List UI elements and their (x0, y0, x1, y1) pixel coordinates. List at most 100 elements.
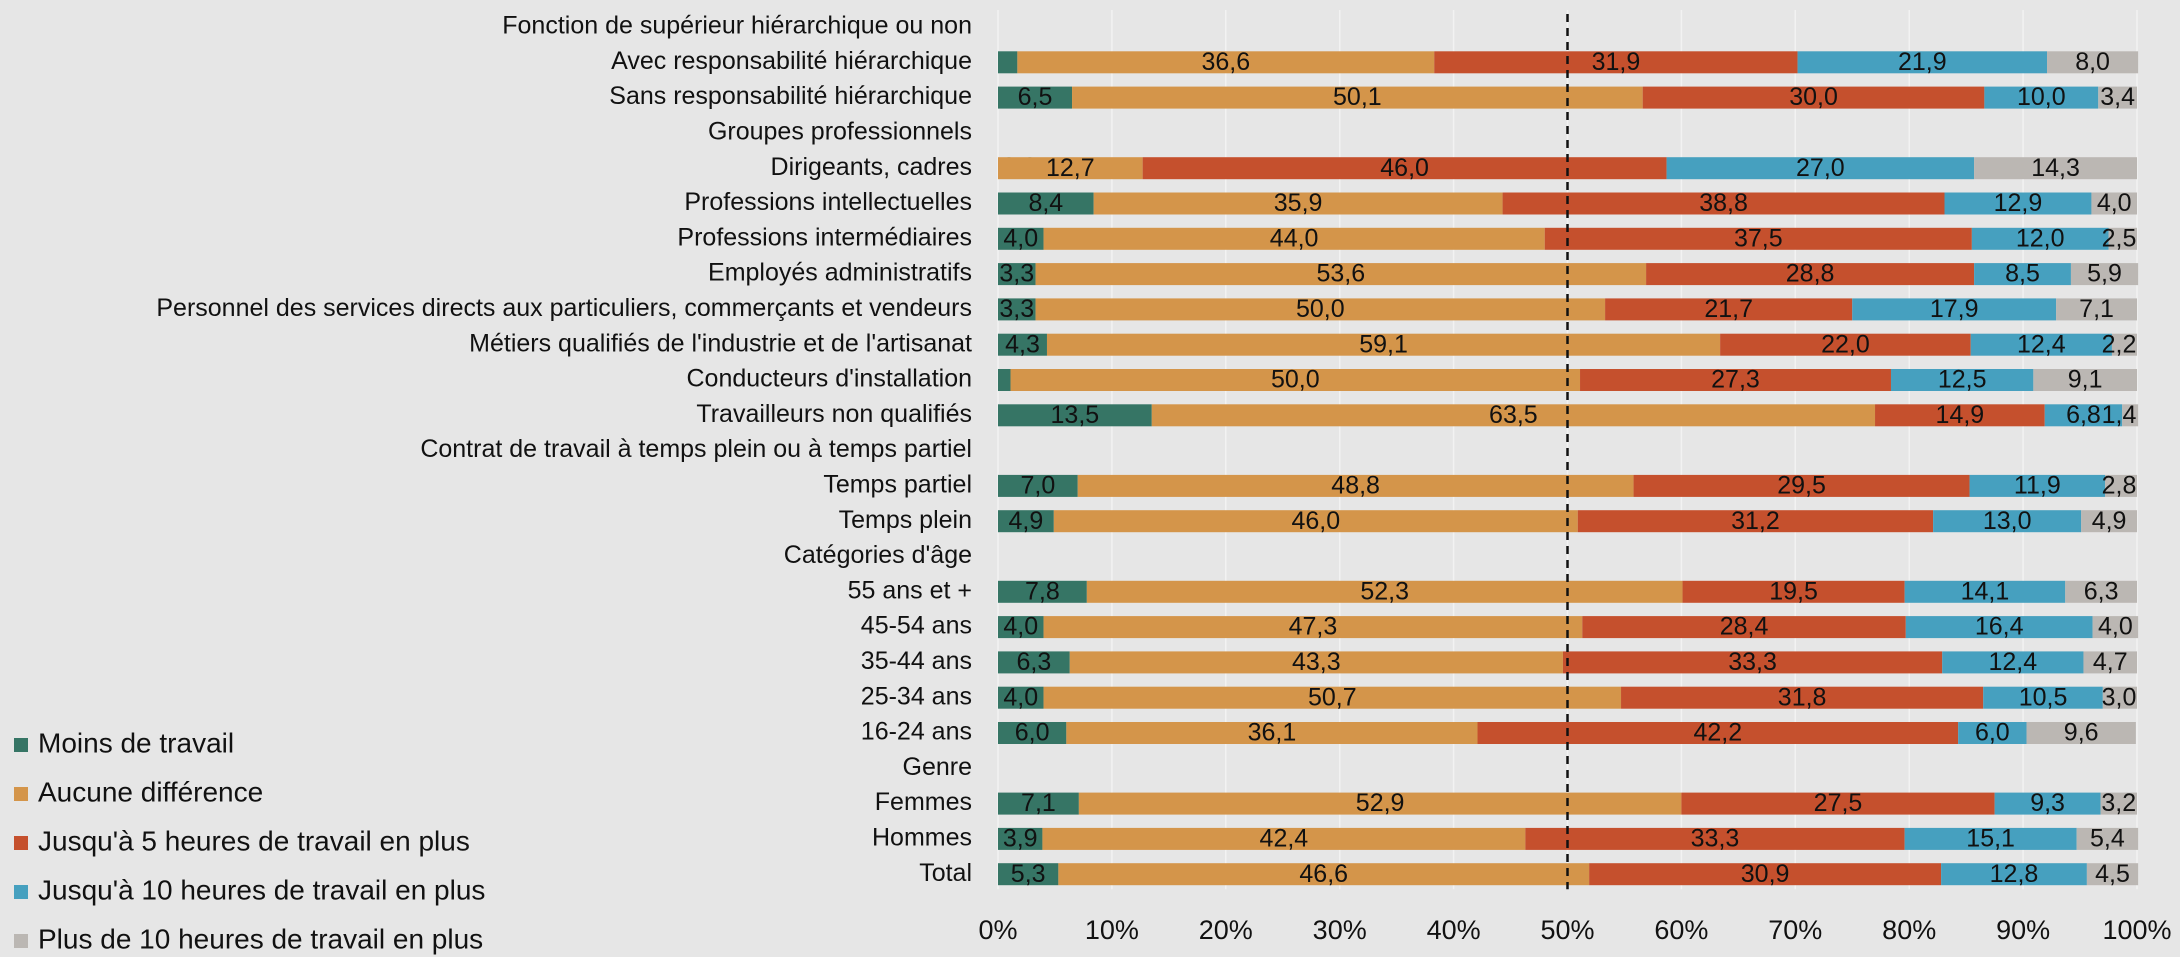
value-label: 31,9 (1592, 48, 1641, 76)
value-label: 5,9 (2087, 260, 2122, 288)
bar-segment (1477, 722, 1959, 744)
bar-segment (1434, 51, 1798, 74)
value-label: 50,7 (1308, 683, 1357, 711)
value-label: 4,9 (1009, 507, 1044, 535)
value-label: 48,8 (1331, 472, 1380, 500)
value-label: 59,1 (1359, 330, 1408, 358)
value-label: 27,3 (1711, 366, 1760, 394)
bar-segment (1577, 510, 1934, 533)
bar-segment (1077, 474, 1634, 497)
bar-segment (1066, 722, 1478, 744)
bar-segment (998, 404, 1152, 427)
value-label: 12,5 (1938, 366, 1987, 394)
bar-segment (998, 651, 1070, 674)
category-label: Travailleurs non qualifiés (696, 400, 972, 428)
legend-label: Jusqu'à 5 heures de travail en plus (38, 825, 470, 856)
value-label: 13,0 (1983, 507, 2032, 535)
bar-segment (1971, 227, 2109, 250)
bar-segment (1058, 863, 1590, 886)
bar-segment (1942, 651, 2084, 674)
bar-segment (2081, 510, 2137, 533)
bar-segment (998, 722, 1067, 744)
bar-segment (2076, 827, 2139, 850)
x-tick-label: 40% (1427, 915, 1481, 945)
bar-segment (1035, 298, 1606, 321)
value-label: 50,1 (1333, 83, 1382, 111)
value-label: 53,6 (1317, 260, 1366, 288)
category-label: 35-44 ans (861, 647, 972, 675)
bar-segment (998, 227, 1044, 250)
category-label: Personnel des services directs aux parti… (156, 294, 972, 322)
bar-segment (1958, 722, 2027, 744)
value-label: 9,1 (2068, 366, 2103, 394)
bar-segment (1589, 863, 1942, 886)
bar-segment (1890, 369, 2034, 391)
x-tick-label: 10% (1085, 915, 1139, 945)
legend-swatch (14, 787, 28, 801)
value-label: 28,4 (1720, 613, 1769, 641)
bar-segment (1053, 510, 1578, 533)
value-label: 50,0 (1271, 366, 1320, 394)
value-label: 33,3 (1691, 825, 1740, 853)
x-tick-label: 0% (978, 915, 1017, 945)
bar-segment (1941, 863, 2087, 886)
category-label: Groupes professionnels (708, 118, 972, 146)
value-label: 7,1 (2079, 295, 2114, 323)
bar-segment (2065, 580, 2137, 603)
value-label: 4,3 (1005, 330, 1040, 358)
value-label: 3,0 (2102, 683, 2137, 711)
value-label: 8,5 (2005, 260, 2040, 288)
value-label: 44,0 (1270, 224, 1319, 252)
value-label: 42,2 (1694, 719, 1743, 747)
value-label: 46,6 (1299, 860, 1348, 888)
category-label: Femmes (875, 788, 972, 816)
value-label: 8,4 (1028, 189, 1063, 217)
category-label: 45-54 ans (861, 612, 972, 640)
value-label: 46,0 (1380, 154, 1429, 182)
bar-segment (998, 686, 1044, 709)
legend-label: Moins de travail (38, 727, 234, 758)
x-tick-label: 80% (1882, 915, 1936, 945)
value-label: 22,0 (1821, 330, 1870, 358)
bar-segment (1086, 580, 1683, 603)
value-label: 2,8 (2102, 472, 2137, 500)
value-label: 3,9 (1003, 825, 1038, 853)
legend-label: Plus de 10 heures de travail en plus (38, 923, 483, 954)
bar-segment (1621, 686, 1984, 709)
value-label: 4,7 (2093, 648, 2128, 676)
value-label: 3,3 (999, 295, 1034, 323)
category-label: 55 ans et + (848, 576, 972, 604)
value-label: 7,0 (1020, 472, 1055, 500)
bar-segment (998, 263, 1036, 286)
bar-segment (2086, 863, 2139, 886)
x-tick-label: 20% (1199, 915, 1253, 945)
category-label: Dirigeants, cadres (771, 153, 972, 181)
bar-segment (1969, 474, 2106, 497)
value-label: 29,5 (1777, 472, 1826, 500)
bar-segment (1905, 616, 2093, 639)
bar-segment (1010, 369, 1581, 391)
value-label: 15,1 (1966, 825, 2015, 853)
value-label: 21,7 (1704, 295, 1753, 323)
value-label: 4,0 (2098, 613, 2133, 641)
bar-segment (998, 863, 1059, 886)
bar-segment (2026, 722, 2136, 744)
value-label: 16,4 (1975, 613, 2024, 641)
legend-label: Aucune différence (38, 776, 263, 807)
bar-segment (998, 474, 1078, 497)
bar-segment (2083, 651, 2137, 674)
bar-segment (998, 157, 1143, 180)
bar-segment (2098, 86, 2137, 109)
bar-segment (1994, 792, 2101, 815)
bar-segment (1093, 192, 1503, 215)
bar-segment (2033, 369, 2137, 391)
bar-segment (1904, 827, 2077, 850)
bar-segment (1525, 827, 1905, 850)
bar-segment (1904, 580, 2066, 603)
value-label: 5,3 (1011, 860, 1046, 888)
value-label: 12,9 (1994, 189, 2043, 217)
category-label: Temps partiel (823, 471, 972, 499)
bar-segment (2091, 192, 2137, 215)
bar-segment (1042, 827, 1526, 850)
